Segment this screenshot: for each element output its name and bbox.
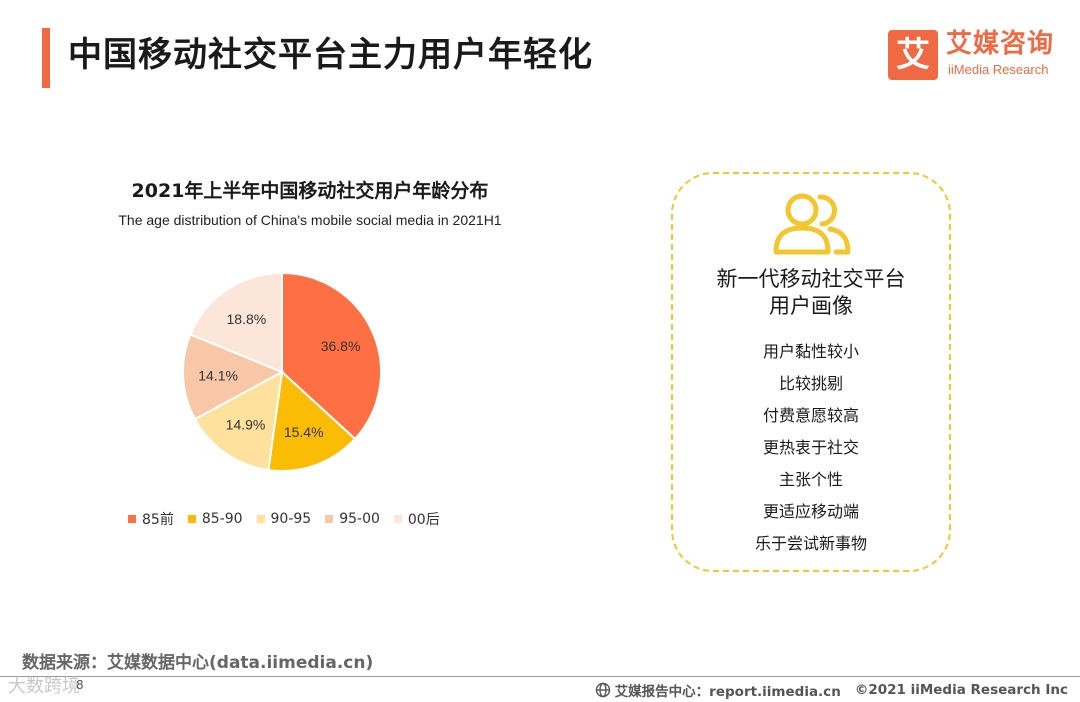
copyright-text: ©2021 iiMedia Research Inc xyxy=(854,682,1068,698)
legend-swatch xyxy=(128,515,136,523)
persona-title-line2: 用户画像 xyxy=(769,294,853,318)
logo-chinese-name: 艾媒咨询 xyxy=(946,29,1055,59)
page-title: 中国移动社交平台主力用户年轻化 xyxy=(68,35,593,75)
footer-divider xyxy=(0,676,1080,677)
legend-swatch xyxy=(393,515,402,523)
logo-english-name: iiMedia Research xyxy=(948,62,1049,77)
legend-item-0: 85前 xyxy=(128,509,174,529)
persona-trait-list: 用户黏性较小 比较挑剔 付费意愿较高 更热衷于社交 主张个性 更适应移动端 乐于… xyxy=(671,336,951,560)
legend-label: 95-00 xyxy=(339,511,380,527)
footer-credits: 艾媒报告中心：report.iimedia.cn ©2021 iiMedia R… xyxy=(595,680,1068,700)
legend-label: 85-90 xyxy=(201,511,243,527)
logo-mark: 艾 xyxy=(888,30,938,80)
pie-data-label-4: 18.8% xyxy=(227,311,267,327)
watermark-text: 大数跨境 xyxy=(8,676,80,697)
legend-swatch xyxy=(256,515,265,523)
pie-slice-3 xyxy=(182,333,285,421)
legend-swatch xyxy=(325,515,334,523)
iimedia-logo: 艾 艾媒咨询 iiMedia Research xyxy=(888,28,1068,82)
globe-icon xyxy=(595,682,610,698)
persona-title-line1: 新一代移动社交平台 xyxy=(716,267,906,291)
page-number: 8 xyxy=(76,678,84,692)
pie-slice-0 xyxy=(281,271,382,441)
pie-slice-2 xyxy=(193,370,284,472)
chart-legend: 85前 85-90 90-95 95-00 00后 xyxy=(128,509,454,529)
chart-subtitle: The age distribution of China's mobile s… xyxy=(118,212,502,228)
legend-item-4: 00后 xyxy=(393,509,440,529)
persona-card xyxy=(671,172,951,572)
title-accent-bar xyxy=(42,28,50,88)
persona-trait: 更适应移动端 xyxy=(762,502,859,521)
persona-trait: 比较挑剔 xyxy=(778,374,843,393)
persona-title: 新一代移动社交平台 用户画像 xyxy=(671,266,951,320)
persona-trait: 付费意愿较高 xyxy=(762,406,859,425)
chart-title: 2021年上半年中国移动社交用户年龄分布 xyxy=(131,180,489,202)
legend-label: 00后 xyxy=(407,512,440,528)
persona-trait: 更热衷于社交 xyxy=(762,438,859,457)
pie-slice-1 xyxy=(267,369,357,472)
persona-trait: 用户黏性较小 xyxy=(762,342,859,361)
data-source-note: 数据来源：艾媒数据中心(data.iimedia.cn) xyxy=(22,653,374,673)
pie-data-label-2: 14.9% xyxy=(226,417,266,433)
age-distribution-pie-chart: 36.8% 15.4% 14.9% 14.1% 18.8% xyxy=(182,271,382,472)
legend-item-1: 85-90 xyxy=(187,511,243,527)
pie-data-label-0: 36.8% xyxy=(321,338,361,354)
legend-swatch xyxy=(187,515,196,523)
users-icon xyxy=(773,193,851,255)
persona-trait: 乐于尝试新事物 xyxy=(754,534,867,553)
legend-label: 85前 xyxy=(142,512,174,528)
legend-item-2: 90-95 xyxy=(256,511,312,527)
persona-trait: 主张个性 xyxy=(778,470,843,489)
legend-item-3: 95-00 xyxy=(325,511,380,527)
pie-slice-4 xyxy=(189,271,283,374)
legend-label: 90-95 xyxy=(270,511,312,527)
pie-data-label-3: 14.1% xyxy=(198,367,238,383)
report-center-link[interactable]: 艾媒报告中心：report.iimedia.cn xyxy=(614,684,841,700)
pie-data-label-1: 15.4% xyxy=(284,424,324,440)
